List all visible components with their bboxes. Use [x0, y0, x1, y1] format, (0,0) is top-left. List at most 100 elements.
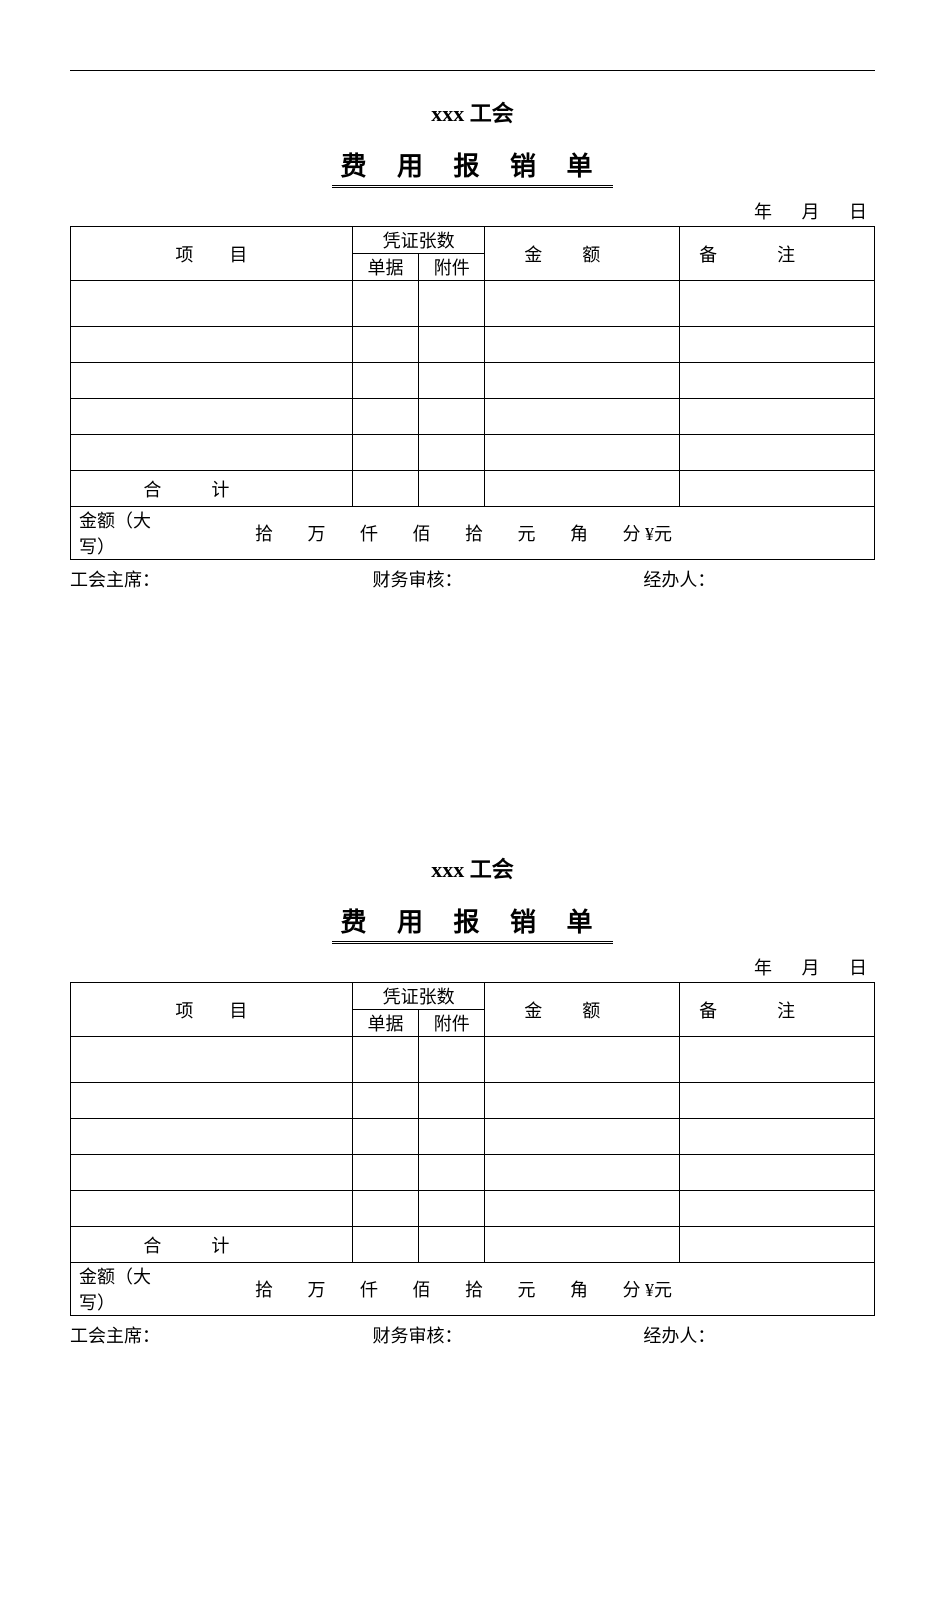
cell-receipt: [352, 327, 418, 363]
cell-amount: [485, 363, 680, 399]
total-label: 合计: [71, 1227, 353, 1263]
cell-note: [680, 363, 875, 399]
total-row: 合计: [71, 1227, 875, 1263]
doc-title-text: 费 用 报 销 单: [332, 902, 612, 944]
cell-note: [680, 1155, 875, 1191]
cell-attachment: [419, 435, 485, 471]
th-attachment: 附件: [419, 1010, 485, 1037]
expense-table: 项 目 凭证张数 金额 备注 单据 附件: [70, 226, 875, 560]
amount-caps-row: 金额（大写） 拾 万 仟 佰 拾 元 角 分 ¥元: [71, 1263, 875, 1316]
cell-receipt: [352, 435, 418, 471]
total-row: 合计: [71, 471, 875, 507]
th-receipt: 单据: [352, 254, 418, 281]
th-voucher: 凭证张数: [352, 227, 485, 254]
table-row: [71, 1037, 875, 1083]
date-year-label: 年: [754, 958, 776, 978]
th-voucher: 凭证张数: [352, 983, 485, 1010]
cell-item: [71, 363, 353, 399]
cell-item: [71, 281, 353, 327]
table-row: [71, 281, 875, 327]
date-day-label: 日: [849, 958, 871, 978]
total-note: [680, 471, 875, 507]
amount-caps-label: 金额（大写）: [71, 1263, 167, 1315]
expense-form-2: xxx 工会 费 用 报 销 单 年 月 日 项 目 凭证张数 金额 备注 单据: [70, 852, 875, 1348]
cell-item: [71, 435, 353, 471]
unit-jiao: 角: [570, 520, 588, 546]
unit-yuan: 元: [518, 520, 536, 546]
unit-shi2: 拾: [465, 520, 483, 546]
table-row: [71, 1155, 875, 1191]
unit-shi2: 拾: [465, 1276, 483, 1302]
cell-amount: [485, 281, 680, 327]
cell-attachment: [419, 363, 485, 399]
unit-wan: 万: [308, 1276, 326, 1302]
sign-audit: 财务审核：: [302, 1322, 534, 1348]
unit-bai: 佰: [413, 520, 431, 546]
cell-note: [680, 1083, 875, 1119]
unit-fen: 分 ¥元: [623, 520, 673, 546]
cell-receipt: [352, 1119, 418, 1155]
doc-title-text: 费 用 报 销 单: [332, 146, 612, 188]
table-row: [71, 1191, 875, 1227]
table-row: [71, 327, 875, 363]
unit-bai: 佰: [413, 1276, 431, 1302]
th-note: 备注: [680, 983, 875, 1037]
cell-attachment: [419, 1083, 485, 1119]
date-row: 年 月 日: [70, 198, 875, 224]
cell-attachment: [419, 399, 485, 435]
cell-amount: [485, 327, 680, 363]
th-amount: 金额: [485, 983, 680, 1037]
cell-receipt: [352, 1037, 418, 1083]
date-row: 年 月 日: [70, 954, 875, 980]
amount-caps-label: 金额（大写）: [71, 507, 167, 559]
cell-item: [71, 1155, 353, 1191]
total-note: [680, 1227, 875, 1263]
cell-receipt: [352, 363, 418, 399]
table-row: [71, 399, 875, 435]
unit-fen: 分 ¥元: [623, 1276, 673, 1302]
total-attachment: [419, 471, 485, 507]
table-row: [71, 1119, 875, 1155]
unit-shi: 拾: [255, 1276, 273, 1302]
total-amount: [485, 1227, 680, 1263]
unit-yuan: 元: [518, 1276, 536, 1302]
expense-table: 项 目 凭证张数 金额 备注 单据 附件: [70, 982, 875, 1316]
cell-item: [71, 1119, 353, 1155]
expense-form-1: xxx 工会 费 用 报 销 单 年 月 日 项 目 凭证张数 金额 备注 单据: [70, 96, 875, 592]
total-attachment: [419, 1227, 485, 1263]
unit-wan: 万: [308, 520, 326, 546]
cell-amount: [485, 1037, 680, 1083]
amount-units: 拾 万 仟 佰 拾 元 角 分 ¥元: [167, 520, 874, 546]
cell-item: [71, 1037, 353, 1083]
cell-note: [680, 435, 875, 471]
date-day-label: 日: [849, 202, 871, 222]
cell-amount: [485, 1191, 680, 1227]
th-note: 备注: [680, 227, 875, 281]
th-attachment: 附件: [419, 254, 485, 281]
th-amount: 金额: [485, 227, 680, 281]
cell-attachment: [419, 1119, 485, 1155]
total-label: 合计: [71, 471, 353, 507]
cell-note: [680, 1037, 875, 1083]
date-month-label: 月: [802, 958, 824, 978]
th-receipt: 单据: [352, 1010, 418, 1037]
cell-item: [71, 1191, 353, 1227]
cell-note: [680, 1191, 875, 1227]
cell-attachment: [419, 281, 485, 327]
th-item: 项 目: [71, 983, 353, 1037]
doc-title: 费 用 报 销 单: [70, 902, 875, 944]
unit-jiao: 角: [570, 1276, 588, 1302]
cell-attachment: [419, 1037, 485, 1083]
cell-note: [680, 281, 875, 327]
table-row: [71, 363, 875, 399]
signature-row: 工会主席： 财务审核： 经办人：: [70, 566, 875, 592]
sign-chair: 工会主席：: [70, 1322, 302, 1348]
unit-qian: 仟: [360, 1276, 378, 1302]
cell-item: [71, 327, 353, 363]
table-row: [71, 435, 875, 471]
unit-qian: 仟: [360, 520, 378, 546]
sign-handler: 经办人：: [533, 1322, 875, 1348]
doc-title: 费 用 报 销 单: [70, 146, 875, 188]
sign-chair: 工会主席：: [70, 566, 302, 592]
cell-item: [71, 1083, 353, 1119]
